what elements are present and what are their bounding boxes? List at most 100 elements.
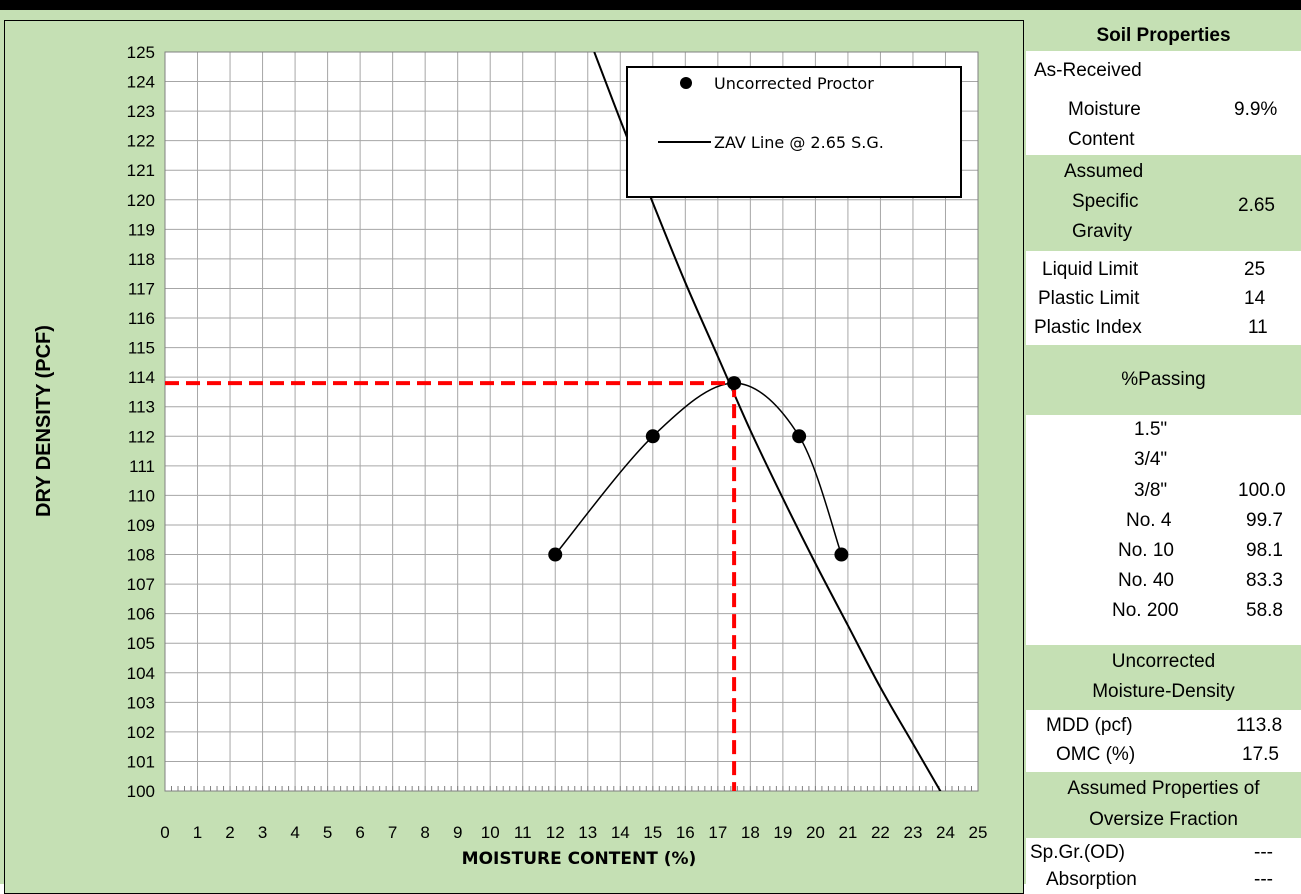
x-tick-label: 5 bbox=[323, 823, 332, 842]
x-tick-label: 24 bbox=[936, 823, 955, 842]
y-tick-label: 113 bbox=[128, 398, 155, 417]
x-axis-title: MOISTURE CONTENT (%) bbox=[462, 849, 697, 869]
y-tick-label: 121 bbox=[127, 161, 155, 180]
spgr-label: Sp.Gr.(OD) bbox=[1030, 842, 1126, 863]
y-tick-label: 111 bbox=[129, 457, 155, 476]
sieve-label: No. 40 bbox=[1118, 570, 1174, 591]
sieve-label: No. 200 bbox=[1112, 600, 1179, 621]
sg-label-3: Gravity bbox=[1072, 221, 1133, 242]
y-tick-label: 122 bbox=[127, 132, 155, 151]
x-tick-label: 11 bbox=[514, 823, 532, 842]
x-tick-label: 4 bbox=[290, 823, 299, 842]
y-tick-label: 114 bbox=[128, 368, 155, 387]
spgr-value: --- bbox=[1254, 842, 1273, 863]
legend: Uncorrected Proctor ZAV Line @ 2.65 S.G. bbox=[626, 66, 962, 198]
sieve-value: 83.3 bbox=[1246, 570, 1283, 591]
passing-header-row: %Passing bbox=[1026, 345, 1301, 415]
oversize-header-row: Assumed Properties of Oversize Fraction bbox=[1026, 772, 1301, 838]
x-tick-label: 22 bbox=[871, 823, 890, 842]
y-tick-label: 124 bbox=[127, 73, 155, 92]
y-tick-label: 106 bbox=[127, 605, 155, 624]
x-tick-label: 2 bbox=[225, 823, 234, 842]
sieve-label: No. 10 bbox=[1118, 540, 1174, 561]
x-tick-label: 23 bbox=[903, 823, 922, 842]
reference-lines bbox=[165, 381, 737, 791]
oversize-header-1: Assumed Properties of bbox=[1067, 778, 1260, 799]
sg-value: 2.65 bbox=[1238, 195, 1275, 216]
x-tick-label: 1 bbox=[193, 823, 202, 842]
sieve-value: 100.0 bbox=[1238, 480, 1286, 501]
sieve-label: 3/4" bbox=[1134, 449, 1168, 470]
content-label: Content bbox=[1068, 129, 1135, 150]
y-tick-labels: 100 101 102 103 104 105 106 107 108 109 110 111 112 1… bbox=[127, 43, 155, 801]
x-tick-label: 21 bbox=[838, 823, 857, 842]
sieve-value: 58.8 bbox=[1246, 600, 1283, 621]
proctor-point bbox=[727, 376, 742, 391]
sieve-label: No. 4 bbox=[1126, 510, 1172, 531]
x-tick-label: 15 bbox=[643, 823, 662, 842]
proctor-point bbox=[645, 429, 660, 444]
y-tick-label: 101 bbox=[127, 752, 155, 771]
y-tick-label: 108 bbox=[127, 546, 155, 565]
properties-header-row: Soil Properties bbox=[1026, 20, 1301, 51]
y-tick-label: 115 bbox=[128, 339, 155, 358]
legend-marker-icon bbox=[680, 77, 692, 89]
x-tick-labels: 0 1 2 3 4 5 6 7 8 9 10 11 12 13 14 15 16 17 18 19 20 21 22 23 24… bbox=[160, 823, 987, 842]
moisture-value: 9.9% bbox=[1234, 99, 1278, 120]
y-axis-title: DRY DENSITY (PCF) bbox=[33, 325, 55, 517]
y-tick-label: 119 bbox=[128, 220, 155, 239]
sieve-label: 1.5" bbox=[1134, 419, 1168, 440]
y-tick-label: 105 bbox=[127, 634, 155, 653]
moisture-density-header-row: Uncorrected Moisture-Density bbox=[1026, 645, 1301, 710]
x-tick-label: 8 bbox=[420, 823, 429, 842]
x-tick-label: 25 bbox=[969, 823, 988, 842]
zav-line bbox=[593, 52, 942, 791]
x-tick-label: 7 bbox=[388, 823, 397, 842]
minor-ticks bbox=[164, 786, 979, 791]
proctor-point bbox=[548, 547, 563, 562]
md-header-2: Moisture-Density bbox=[1092, 681, 1235, 702]
moisture-density-values: MDD (pcf) 113.8 OMC (%) 17.5 bbox=[1026, 710, 1301, 772]
moisture-label: Moisture bbox=[1068, 99, 1141, 120]
y-tick-label: 110 bbox=[128, 486, 155, 505]
oversize-values: Sp.Gr.(OD) --- Absorption --- bbox=[1026, 838, 1301, 894]
y-tick-label: 117 bbox=[128, 279, 155, 298]
omc-label: OMC (%) bbox=[1056, 744, 1136, 765]
x-tick-label: 10 bbox=[481, 823, 500, 842]
x-tick-label: 0 bbox=[160, 823, 169, 842]
passing-header: %Passing bbox=[1121, 369, 1206, 390]
x-tick-label: 13 bbox=[578, 823, 597, 842]
x-tick-label: 12 bbox=[546, 823, 565, 842]
absorption-value: --- bbox=[1254, 869, 1273, 890]
y-tick-label: 100 bbox=[127, 782, 155, 801]
sieve-label: 3/8" bbox=[1134, 480, 1168, 501]
y-tick-label: 123 bbox=[127, 102, 155, 121]
x-tick-label: 19 bbox=[773, 823, 792, 842]
md-header-1: Uncorrected bbox=[1111, 651, 1216, 672]
liquid-limit-label: Liquid Limit bbox=[1042, 259, 1139, 280]
x-tick-label: 17 bbox=[708, 823, 727, 842]
proctor-point bbox=[834, 547, 849, 562]
proctor-chart-panel: 100 101 102 103 104 105 106 107 108 109 110 111 112 1… bbox=[4, 20, 1024, 894]
y-tick-label: 103 bbox=[127, 693, 155, 712]
omc-value: 17.5 bbox=[1242, 744, 1279, 765]
proctor-chart: 1001011021031041051061071081091101111121… bbox=[33, 43, 987, 869]
x-tick-label: 14 bbox=[611, 823, 630, 842]
plastic-limit-label: Plastic Limit bbox=[1038, 288, 1140, 309]
oversize-header-2: Oversize Fraction bbox=[1089, 809, 1238, 830]
sieve-value: 98.1 bbox=[1246, 540, 1283, 561]
x-tick-label: 6 bbox=[355, 823, 364, 842]
atterberg-limits: Liquid Limit 25 Plastic Limit 14 Plastic… bbox=[1026, 251, 1301, 345]
plastic-index-label: Plastic Index bbox=[1034, 317, 1142, 338]
data-points bbox=[548, 376, 849, 562]
y-tick-label: 118 bbox=[128, 250, 155, 269]
x-tick-label: 16 bbox=[676, 823, 695, 842]
absorption-label: Absorption bbox=[1046, 869, 1137, 890]
plastic-index-value: 11 bbox=[1248, 317, 1268, 338]
x-tick-label: 9 bbox=[453, 823, 462, 842]
x-tick-label: 3 bbox=[258, 823, 267, 842]
legend-entry-zav: ZAV Line @ 2.65 S.G. bbox=[714, 133, 884, 152]
moisture-row: As-Received Moisture Content 9.9% bbox=[1026, 51, 1301, 171]
as-received-label: As-Received bbox=[1034, 60, 1142, 81]
